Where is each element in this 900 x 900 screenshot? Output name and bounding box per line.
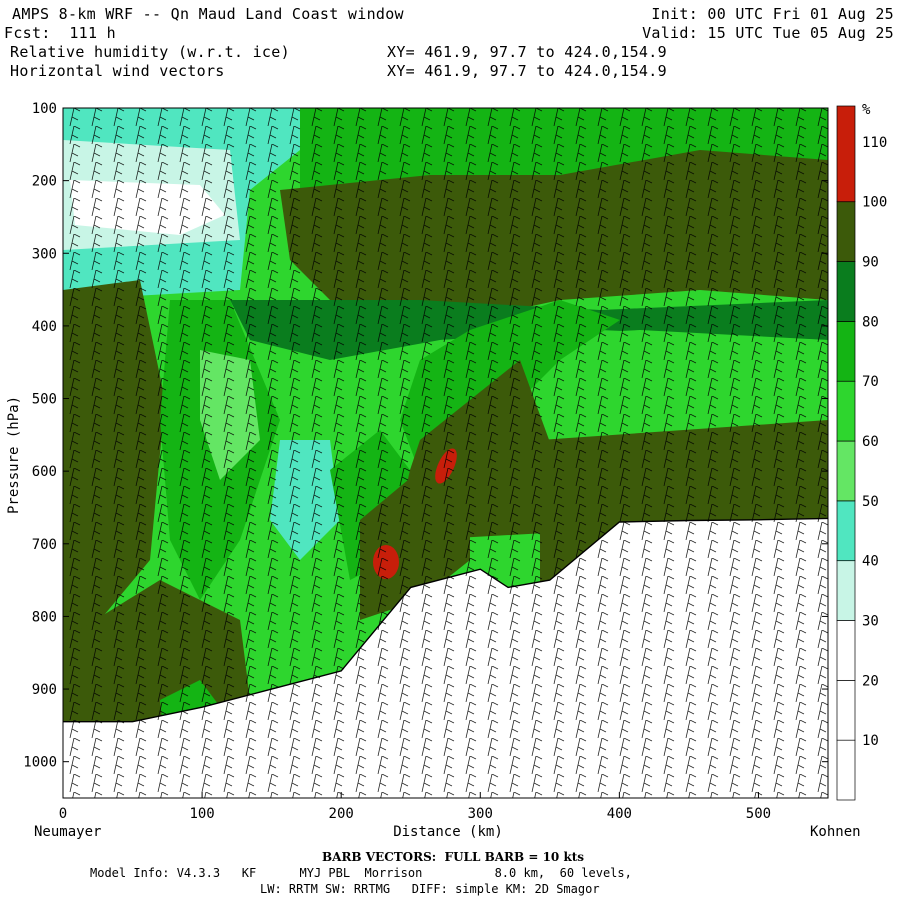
- barb-legend: BARB VECTORS: FULL BARB = 10 kts: [322, 850, 585, 864]
- colorbar: 10 20 30 40 50 60 70 80 90 100 110: [836, 105, 887, 801]
- colorbar-label: 110: [862, 135, 887, 151]
- wind-barb-field: [63, 108, 828, 798]
- x-tick-label: 300: [468, 806, 493, 822]
- y-tick-label: 100: [32, 101, 57, 117]
- left-endpoint-label: Neumayer: [34, 824, 101, 840]
- y-axis: 100 200 300 400 500 600 700 800 900 1000: [23, 101, 828, 771]
- colorbar-bin: [836, 321, 856, 382]
- y-tick-label: 600: [32, 464, 57, 480]
- x-tick-label: 100: [189, 806, 214, 822]
- colorbar-label: 40: [862, 554, 879, 570]
- colorbar-bin: [836, 201, 856, 262]
- x-axis: 0 100 200 300 400 500: [59, 792, 771, 822]
- wind-barbs: [63, 108, 828, 798]
- xy-range-1: XY= 461.9, 97.7 to 424.0,154.9: [387, 43, 667, 61]
- y-tick-label: 800: [32, 609, 57, 625]
- field-label-rh: Relative humidity (w.r.t. ice): [10, 43, 290, 61]
- y-tick-label: 700: [32, 537, 57, 553]
- colorbar-bin: [836, 105, 856, 203]
- colorbar-bin: [836, 500, 856, 562]
- colorbar-bin: [836, 380, 856, 442]
- forecast-hour: Fcst: 111 h: [4, 24, 116, 42]
- colorbar-label: 90: [862, 255, 879, 271]
- colorbar-bin: [836, 560, 856, 621]
- y-tick-label: 1000: [23, 755, 57, 771]
- colorbar-unit: %: [862, 102, 871, 118]
- colorbar-bin: [836, 679, 856, 741]
- colorbar-label: 20: [862, 673, 879, 689]
- y-tick-label: 400: [32, 319, 57, 335]
- field-label-wind: Horizontal wind vectors: [10, 62, 225, 80]
- colorbar-label: 80: [862, 314, 879, 330]
- colorbar-bin: [836, 440, 856, 502]
- model-info: Model Info: V4.3.3 KF MYJ PBL Morrison 8…: [90, 866, 632, 880]
- y-tick-label: 300: [32, 246, 57, 262]
- valid-time: Valid: 15 UTC Tue 05 Aug 25: [642, 24, 894, 42]
- x-tick-label: 0: [59, 806, 67, 822]
- x-axis-label: Distance (km): [393, 824, 503, 840]
- colorbar-label: 70: [862, 374, 879, 390]
- colorbar-bin: [836, 620, 856, 681]
- y-tick-label: 200: [32, 174, 57, 190]
- physics-info: LW: RRTM SW: RRTMG DIFF: simple KM: 2D S…: [260, 882, 600, 896]
- chart-title: AMPS 8-km WRF -- Qn Maud Land Coast wind…: [12, 5, 404, 23]
- right-endpoint-label: Kohnen: [810, 824, 861, 840]
- colorbar-label: 100: [862, 195, 887, 211]
- colorbar-label: 10: [862, 733, 879, 749]
- xy-range-2: XY= 461.9, 97.7 to 424.0,154.9: [387, 62, 667, 80]
- colorbar-label: 30: [862, 614, 879, 630]
- init-time: Init: 00 UTC Fri 01 Aug 25: [651, 5, 894, 23]
- x-tick-label: 400: [607, 806, 632, 822]
- x-tick-label: 500: [746, 806, 771, 822]
- y-tick-label: 900: [32, 682, 57, 698]
- y-axis-label: Pressure (hPa): [6, 396, 22, 514]
- colorbar-bin: [836, 739, 856, 801]
- plot-frame: [62, 107, 829, 799]
- colorbar-bin: [836, 261, 856, 322]
- x-tick-label: 200: [329, 806, 354, 822]
- terrain-outline: [63, 517, 829, 723]
- y-tick-label: 500: [32, 392, 57, 408]
- colorbar-label: 50: [862, 494, 879, 510]
- colorbar-label: 60: [862, 434, 879, 450]
